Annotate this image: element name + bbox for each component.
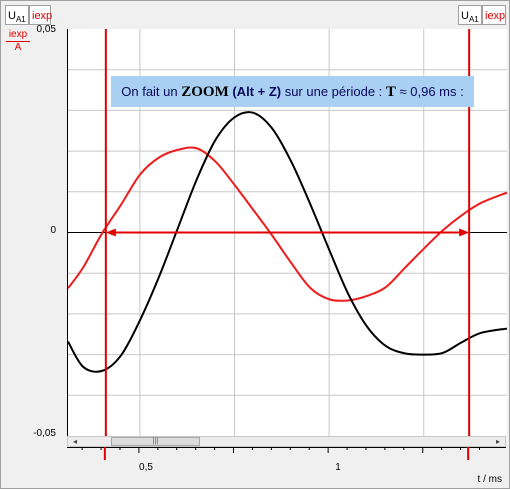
y-tick-label: -0,05 bbox=[33, 428, 56, 439]
scroll-thumb[interactable]: ||| bbox=[111, 437, 200, 446]
annotation-symbol: T bbox=[385, 84, 396, 100]
y-axis-label-quantity: iexp bbox=[6, 29, 30, 42]
tab-voltage-right-label: U bbox=[461, 10, 469, 22]
tab-voltage-right-sub: A1 bbox=[468, 15, 479, 25]
tab-current-left-label: iexp bbox=[32, 10, 53, 22]
tab-voltage-right[interactable]: UA1 bbox=[458, 5, 482, 25]
annotation-prefix: On fait un bbox=[121, 84, 182, 99]
annotation-keys: (Alt + Z) bbox=[228, 84, 282, 99]
period-arrow-head-right bbox=[459, 228, 470, 237]
x-axis bbox=[67, 447, 506, 460]
period-arrow-head-left bbox=[105, 228, 116, 237]
tab-voltage-left-label: U bbox=[8, 10, 16, 22]
current-curve bbox=[67, 146, 508, 302]
tab-current-right[interactable]: iexp bbox=[482, 5, 506, 25]
x-tick-label: 0,5 bbox=[139, 462, 153, 473]
x-tick-label: 1 bbox=[335, 462, 341, 473]
y-tick-label: 0,05 bbox=[36, 24, 56, 35]
period-annotation: On fait un ZOOM (Alt + Z) sur une périod… bbox=[111, 76, 474, 107]
y-tick-label: 0 bbox=[50, 225, 56, 236]
y-axis-label-unit: A bbox=[14, 42, 22, 53]
chart-svg bbox=[67, 29, 508, 436]
scroll-right-icon[interactable]: ▸ bbox=[495, 437, 500, 446]
tab-current-left[interactable]: iexp bbox=[29, 5, 53, 25]
scroll-left-icon[interactable]: ◂ bbox=[72, 437, 77, 446]
annotation-value: ≈ 0,96 ms : bbox=[395, 84, 464, 99]
scroll-thumb-grip-icon: ||| bbox=[152, 438, 159, 445]
tab-voltage-left-sub: A1 bbox=[15, 15, 26, 25]
x-axis-unit: t / ms bbox=[477, 474, 502, 485]
annotation-middle: sur une période : bbox=[281, 84, 386, 99]
annotation-zoom: ZOOM bbox=[181, 84, 229, 100]
horizontal-scrollbar[interactable]: ◂ ||| ▸ bbox=[67, 436, 506, 447]
tab-voltage-left[interactable]: UA1 bbox=[5, 5, 29, 25]
voltage-curve bbox=[67, 111, 508, 373]
y-axis-label: iexp A bbox=[6, 29, 30, 54]
tab-current-right-label: iexp bbox=[485, 10, 506, 22]
